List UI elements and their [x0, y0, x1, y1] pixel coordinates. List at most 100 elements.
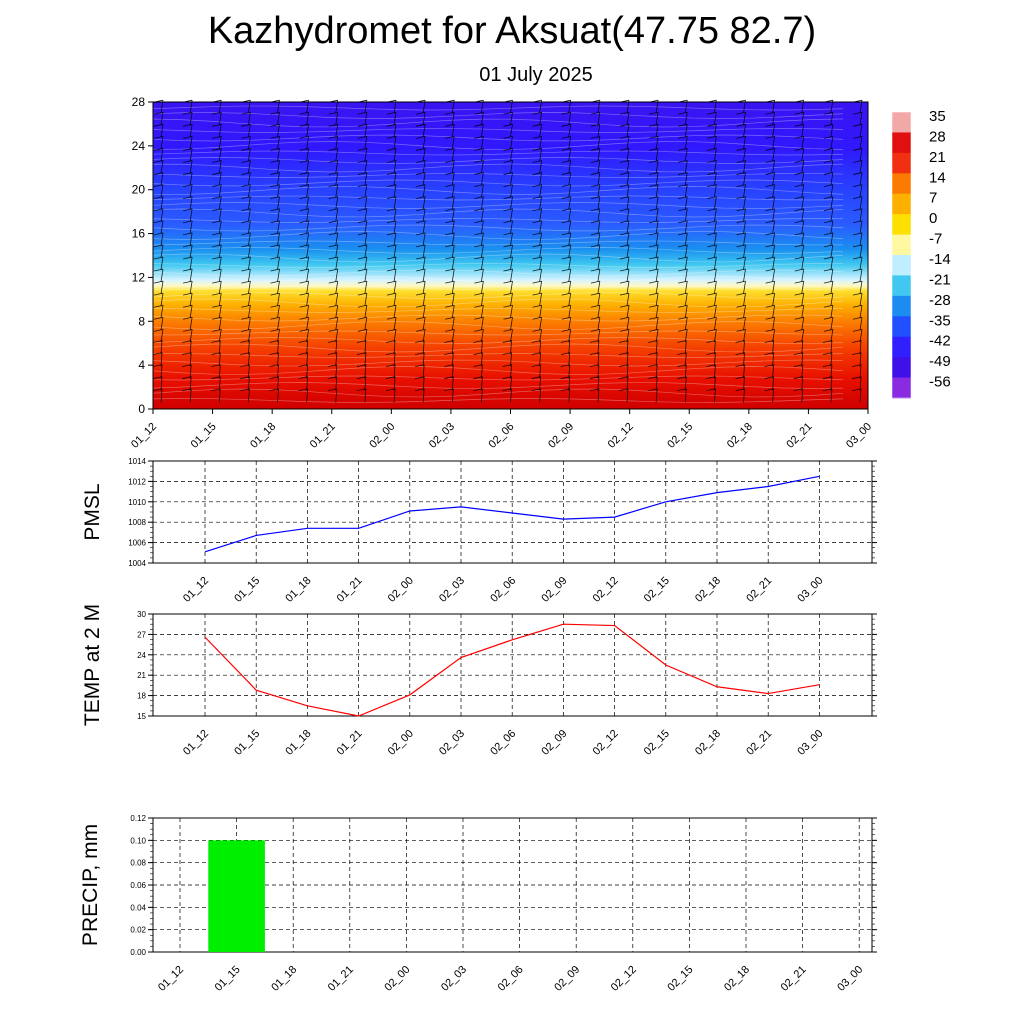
wind-barb-flag — [561, 232, 571, 236]
wind-barb — [218, 112, 222, 126]
wind-barb-flag — [852, 208, 863, 212]
wind-barb-flag — [270, 244, 280, 248]
wind-barb — [218, 232, 222, 246]
heatmap-y-tick-label: 0 — [138, 402, 145, 416]
wind-barb-flag — [532, 292, 542, 296]
wind-barb-flag — [183, 172, 193, 175]
wind-barb — [568, 196, 572, 210]
wind-barb-flag — [503, 208, 513, 212]
heatmap-x-tick-label: 02_18 — [725, 421, 755, 451]
wind-barb-flag — [182, 376, 192, 380]
wind-barb — [713, 208, 717, 222]
wind-barb — [451, 329, 455, 343]
wind-barb — [189, 208, 193, 222]
wind-barb — [568, 136, 572, 150]
wind-barb — [422, 268, 426, 282]
colorbar-swatch — [892, 193, 911, 215]
wind-barb — [277, 388, 279, 403]
wind-barb — [306, 172, 310, 186]
wind-barb-flag — [764, 388, 774, 392]
wind-barb-flag — [270, 232, 280, 236]
wind-barb-flag — [241, 268, 251, 272]
colorbar-swatch — [892, 295, 911, 317]
wind-barb-flag — [240, 340, 250, 343]
chart-title: Kazhydromet for Aksuat(47.75 82.7) — [207, 10, 817, 52]
wind-barb-flag — [649, 135, 659, 139]
wind-barb-flag — [852, 220, 863, 224]
wind-barb — [626, 160, 630, 174]
wind-barb-flag — [445, 268, 455, 272]
wind-barb — [306, 160, 310, 174]
wind-barb-flag — [706, 388, 716, 392]
wind-barb — [335, 232, 339, 246]
wind-barb — [247, 281, 251, 294]
wind-barb — [713, 281, 717, 294]
wind-barb — [422, 208, 426, 222]
wind-barb-flag — [735, 376, 745, 380]
wind-barb — [859, 376, 862, 391]
wind-barb-flag — [502, 388, 512, 392]
wind-barb-flag — [445, 220, 455, 224]
wind-barb — [306, 256, 310, 270]
wind-barb — [597, 388, 600, 403]
wind-barb-flag — [793, 376, 803, 380]
wind-barb — [801, 136, 805, 150]
precip-y-tick-label: 0.06 — [130, 881, 146, 890]
temp-x-tick-label: 01_21 — [335, 728, 365, 758]
wind-barb-flag — [327, 352, 337, 355]
wind-barb — [451, 196, 455, 210]
wind-barb — [743, 293, 746, 306]
wind-barb — [597, 376, 600, 391]
wind-barb — [335, 124, 339, 138]
wind-barb — [510, 305, 513, 319]
wind-barb-flag — [852, 244, 863, 248]
wind-barb — [539, 317, 543, 331]
wind-barb-flag — [444, 388, 454, 392]
wind-barb-flag — [503, 232, 513, 236]
wind-barb-flag — [153, 135, 164, 139]
wind-barb-flag — [153, 292, 164, 296]
wind-barb — [218, 364, 221, 379]
wind-barb — [859, 244, 863, 258]
precip-bar — [208, 840, 265, 952]
wind-barb-flag — [153, 304, 164, 308]
colorbar-swatch — [892, 357, 911, 379]
wind-barb-flag — [153, 184, 164, 188]
wind-barb — [713, 244, 717, 258]
wind-barb-flag — [794, 244, 804, 248]
wind-barb-flag — [649, 316, 659, 320]
wind-barb-flag — [182, 364, 192, 368]
wind-barb-flag — [270, 220, 280, 224]
wind-barb-flag — [794, 280, 804, 284]
wind-barb-flag — [561, 304, 571, 308]
wind-barb-flag — [677, 340, 687, 343]
wind-barb — [247, 136, 251, 150]
wind-barb-flag — [241, 280, 251, 284]
wind-barb-flag — [241, 304, 251, 308]
wind-barb-flag — [270, 135, 280, 139]
wind-barb — [626, 148, 630, 162]
wind-barb — [655, 160, 659, 174]
wind-barb-flag — [299, 280, 309, 284]
temp-y-tick-label: 21 — [137, 671, 146, 680]
wind-barb-flag — [445, 232, 455, 236]
wind-barb-flag — [590, 148, 600, 151]
wind-barb — [772, 268, 776, 282]
wind-barb-flag — [473, 388, 483, 392]
wind-barb — [655, 305, 659, 319]
wind-barb — [364, 376, 367, 391]
wind-barb-flag — [677, 364, 687, 368]
wind-barb-flag — [619, 172, 630, 175]
wind-barb-flag — [590, 256, 600, 260]
wind-barb-flag — [211, 364, 221, 368]
wind-barb-flag — [183, 292, 193, 296]
wind-barb-flag — [153, 148, 164, 151]
wind-barb — [218, 124, 222, 138]
wind-barb-flag — [386, 280, 397, 284]
wind-barb-flag — [678, 184, 688, 188]
wind-barb — [772, 376, 775, 391]
wind-barb-flag — [590, 328, 600, 332]
wind-barb-flag — [736, 160, 746, 163]
pmsl-y-tick-label: 1006 — [128, 539, 146, 548]
wind-barb-flag — [532, 304, 542, 308]
